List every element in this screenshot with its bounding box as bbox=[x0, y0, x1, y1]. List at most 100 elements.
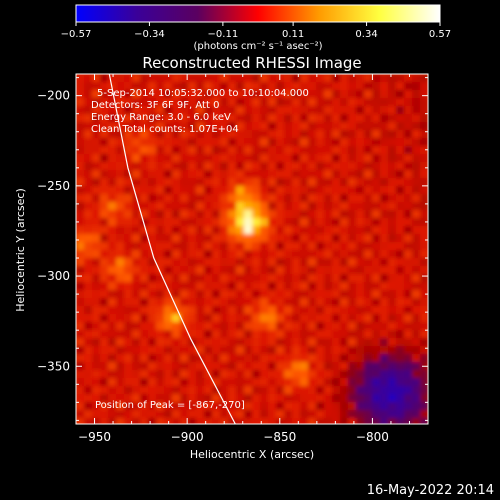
heatmap-cell bbox=[276, 122, 285, 131]
heatmap-cell bbox=[420, 146, 428, 155]
heatmap-cell bbox=[204, 170, 213, 179]
heatmap-cell bbox=[252, 410, 261, 419]
heatmap-cell bbox=[132, 282, 141, 291]
heatmap-cell bbox=[412, 226, 421, 235]
heatmap-cell bbox=[156, 394, 165, 403]
heatmap-cell bbox=[372, 242, 381, 251]
heatmap-cell bbox=[412, 90, 421, 99]
heatmap-cell bbox=[92, 130, 101, 139]
heatmap-cell bbox=[100, 354, 109, 363]
heatmap-cell bbox=[412, 170, 421, 179]
heatmap-cell bbox=[196, 226, 205, 235]
heatmap-cell bbox=[340, 90, 349, 99]
heatmap-cell bbox=[396, 418, 405, 424]
heatmap-cell bbox=[388, 242, 397, 251]
heatmap-cell bbox=[292, 314, 301, 323]
heatmap-cell bbox=[116, 346, 125, 355]
heatmap-cell bbox=[180, 282, 189, 291]
heatmap-cell bbox=[420, 282, 428, 291]
heatmap-cell bbox=[132, 322, 141, 331]
heatmap-cell bbox=[356, 378, 365, 387]
heatmap-cell bbox=[292, 234, 301, 243]
heatmap-cell bbox=[276, 322, 285, 331]
heatmap-cell bbox=[316, 210, 325, 219]
heatmap-cell bbox=[84, 402, 93, 411]
heatmap-cell bbox=[124, 370, 133, 379]
heatmap-cell bbox=[148, 98, 157, 107]
heatmap-cell bbox=[372, 274, 381, 283]
heatmap-cell bbox=[140, 90, 149, 99]
heatmap-cell bbox=[308, 418, 317, 424]
heatmap-cell bbox=[108, 170, 117, 179]
heatmap-cell bbox=[196, 378, 205, 387]
heatmap-cell bbox=[228, 218, 237, 227]
heatmap-cell bbox=[140, 258, 149, 267]
heatmap-cell bbox=[92, 98, 101, 107]
heatmap-cell bbox=[364, 290, 373, 299]
heatmap-cell bbox=[172, 202, 181, 211]
heatmap-cell bbox=[244, 370, 253, 379]
heatmap-cell bbox=[204, 394, 213, 403]
heatmap-cell bbox=[332, 90, 341, 99]
heatmap-cell bbox=[396, 130, 405, 139]
heatmap-cell bbox=[308, 106, 317, 115]
heatmap-cell bbox=[84, 218, 93, 227]
heatmap-cell bbox=[172, 82, 181, 91]
heatmap-cell bbox=[276, 338, 285, 347]
heatmap-cell bbox=[252, 226, 261, 235]
heatmap-cell bbox=[356, 82, 365, 91]
heatmap-cell bbox=[292, 90, 301, 99]
heatmap-cell bbox=[380, 250, 389, 259]
heatmap-cell bbox=[364, 322, 373, 331]
heatmap-cell bbox=[372, 330, 381, 339]
heatmap-cell bbox=[188, 82, 197, 91]
heatmap-cell bbox=[164, 338, 173, 347]
heatmap-cell bbox=[252, 114, 261, 123]
heatmap-cell bbox=[196, 346, 205, 355]
heatmap-cell bbox=[260, 234, 269, 243]
heatmap-cell bbox=[92, 378, 101, 387]
heatmap-cell bbox=[388, 170, 397, 179]
heatmap-cell bbox=[388, 234, 397, 243]
heatmap-cell bbox=[364, 418, 373, 424]
heatmap-cell bbox=[412, 82, 421, 91]
heatmap-cell bbox=[324, 202, 333, 211]
heatmap-cell bbox=[244, 242, 253, 251]
heatmap-cell bbox=[116, 402, 125, 411]
heatmap-cell bbox=[404, 258, 413, 267]
heatmap-cell bbox=[252, 354, 261, 363]
x-tick-label: −900 bbox=[171, 430, 204, 444]
heatmap-cell bbox=[76, 106, 85, 115]
heatmap-cell bbox=[412, 98, 421, 107]
heatmap-cell bbox=[388, 210, 397, 219]
heatmap-cell bbox=[140, 370, 149, 379]
heatmap-cell bbox=[148, 258, 157, 267]
heatmap-cell bbox=[420, 74, 428, 83]
heatmap-cell bbox=[164, 170, 173, 179]
heatmap-cell bbox=[292, 218, 301, 227]
heatmap-cell bbox=[284, 402, 293, 411]
heatmap-cell bbox=[172, 402, 181, 411]
heatmap-cell bbox=[404, 386, 413, 395]
heatmap-cell bbox=[316, 226, 325, 235]
heatmap-cell bbox=[380, 218, 389, 227]
heatmap-cell bbox=[292, 210, 301, 219]
heatmap-cell bbox=[244, 122, 253, 131]
heatmap-cell bbox=[196, 74, 205, 83]
heatmap-cell bbox=[172, 122, 181, 131]
heatmap-cell bbox=[92, 234, 101, 243]
heatmap-cell bbox=[244, 226, 253, 235]
heatmap-cell bbox=[84, 186, 93, 195]
heatmap-cell bbox=[380, 178, 389, 187]
heatmap-cell bbox=[380, 90, 389, 99]
heatmap-cell bbox=[84, 394, 93, 403]
heatmap-cell bbox=[292, 410, 301, 419]
heatmap-cell bbox=[220, 410, 229, 419]
heatmap-cell bbox=[84, 410, 93, 419]
heatmap-cell bbox=[324, 186, 333, 195]
heatmap-cell bbox=[388, 410, 397, 419]
heatmap-cell bbox=[172, 178, 181, 187]
heatmap-cell bbox=[316, 154, 325, 163]
heatmap-cell bbox=[148, 266, 157, 275]
heatmap-cell bbox=[420, 154, 428, 163]
